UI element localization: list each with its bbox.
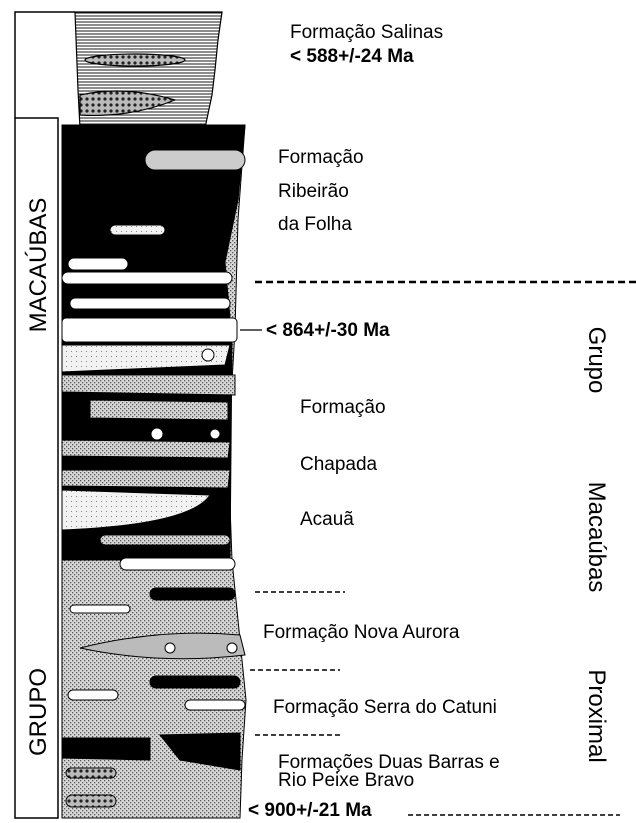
age-label: < 864+/-30 Ma: [266, 320, 390, 341]
unit-label: da Folha: [278, 214, 352, 235]
group-label: Proximal: [583, 669, 610, 762]
boundaries: [240, 282, 636, 815]
age-label: < 588+/-24 Ma: [290, 46, 414, 67]
age-label: < 900+/-21 Ma: [248, 800, 372, 821]
unit-label: Formação Salinas: [290, 22, 443, 43]
unit-label: Formação: [300, 397, 386, 418]
unit-label: Formação: [278, 147, 364, 168]
unit-label: Acauã: [300, 509, 354, 530]
salinas-block: [75, 12, 222, 128]
stratigraphic-column: Formação Salinas < 588+/-24 Ma Formação …: [0, 0, 636, 823]
unit-label: Rio Peixe Bravo: [278, 770, 414, 791]
unit-label: Chapada: [300, 454, 378, 475]
group-label: Macaúbas: [583, 482, 610, 593]
unit-label: Ribeirão: [278, 181, 349, 202]
unit-label: Formação Serra do Catuni: [273, 697, 497, 718]
unit-label: Formação Nova Aurora: [263, 622, 460, 643]
group-label: Grupo: [583, 327, 610, 394]
group-label: MACAÚBAS: [25, 198, 52, 333]
group-label: GRUPO: [25, 668, 52, 756]
column: [62, 125, 246, 818]
